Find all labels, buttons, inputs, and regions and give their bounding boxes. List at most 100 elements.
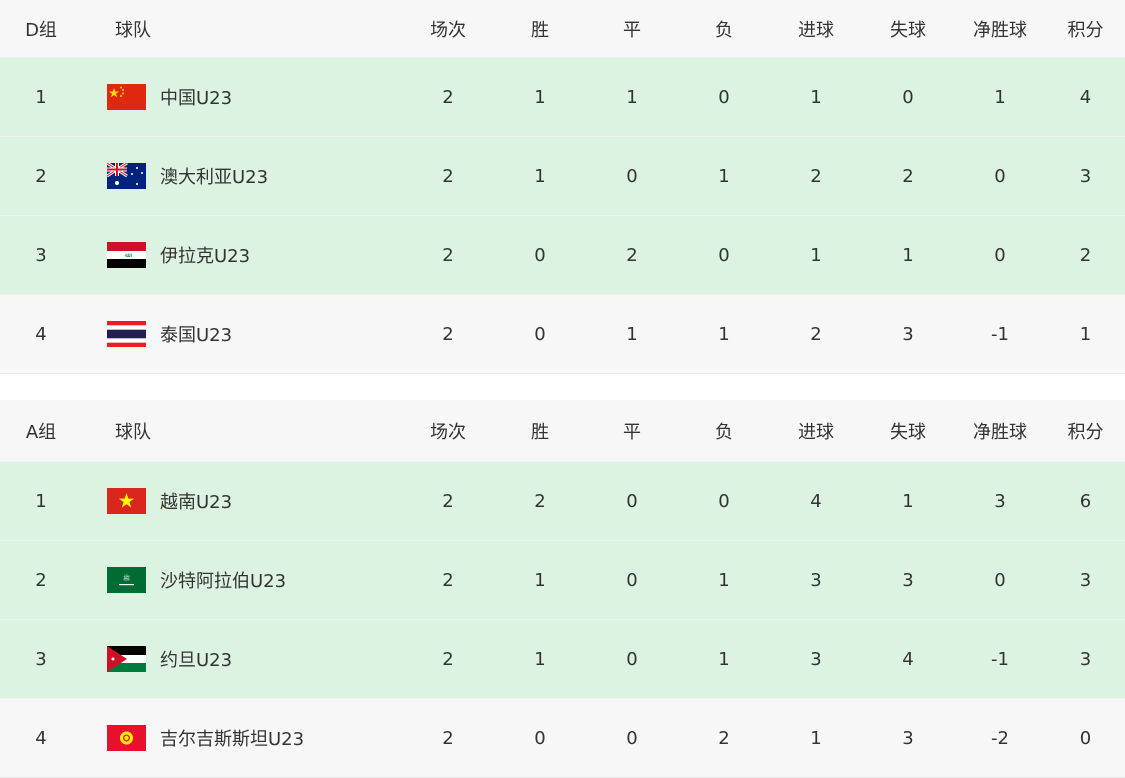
stat-cell: 1 bbox=[810, 86, 822, 108]
rank: 1 bbox=[35, 86, 47, 108]
column-header: 负 bbox=[715, 421, 733, 443]
stat-cell: 4 bbox=[902, 648, 914, 670]
stat-cell: 2 bbox=[626, 244, 638, 266]
china-flag-icon bbox=[107, 84, 146, 110]
team-name[interactable]: 吉尔吉斯斯坦U23 bbox=[160, 729, 305, 750]
table-row[interactable]: 4 吉尔吉斯斯坦U23 2 0 0 2 1 3 -2 0 bbox=[0, 699, 1125, 778]
team-name[interactable]: 约旦U23 bbox=[160, 650, 233, 671]
stat-cell: 1 bbox=[626, 86, 638, 108]
stat-cell: 3 bbox=[902, 323, 914, 345]
stat-cell: 0 bbox=[994, 244, 1006, 266]
group-name: A组 bbox=[25, 421, 57, 443]
vietnam-flag-icon bbox=[107, 488, 146, 514]
stat-cell: 6 bbox=[1079, 490, 1092, 512]
column-header: 场次 bbox=[430, 421, 466, 443]
column-header: 失球 bbox=[890, 19, 926, 41]
stat-cell: 1 bbox=[810, 244, 822, 266]
stat-cell: 2 bbox=[810, 165, 822, 187]
column-header: 胜 bbox=[531, 19, 549, 41]
stat-cell: 2 bbox=[442, 323, 454, 345]
team-cell[interactable]: ﷲ 伊拉克U23 bbox=[82, 242, 402, 268]
table-row[interactable]: 4 泰国U23 2 0 1 1 2 3 -1 1 bbox=[0, 295, 1125, 374]
team-name[interactable]: 沙特阿拉伯U23 bbox=[160, 571, 287, 592]
stat-cell: 1 bbox=[626, 323, 638, 345]
table-row[interactable]: 3 约旦U23 2 1 0 1 3 4 -1 3 bbox=[0, 620, 1125, 699]
stat-cell: 1 bbox=[534, 648, 546, 670]
group-name: D组 bbox=[25, 19, 57, 41]
stat-cell: 0 bbox=[718, 490, 730, 512]
stat-cell: 1 bbox=[718, 165, 730, 187]
stat-cell: 0 bbox=[994, 165, 1006, 187]
stat-cell: 1 bbox=[534, 569, 546, 591]
stat-cell: 0 bbox=[534, 323, 546, 345]
column-header: 净胜球 bbox=[973, 421, 1027, 443]
column-header: 平 bbox=[623, 19, 641, 41]
group-table: D组 球队 场次 胜 平 负 进球 失球 净胜球 积分 1 中国U23 2 1 1 0 1 0 1 4 2 澳大利亚U23… bbox=[0, 0, 1125, 374]
stat-cell: 2 bbox=[534, 490, 546, 512]
column-header: 平 bbox=[623, 421, 641, 443]
column-header: 球队 bbox=[115, 421, 151, 443]
jordan-flag-icon bbox=[107, 646, 146, 672]
stat-cell: -1 bbox=[991, 323, 1009, 345]
stat-cell: 4 bbox=[1079, 86, 1092, 108]
team-cell[interactable]: 中国U23 bbox=[82, 84, 402, 110]
stat-cell: 0 bbox=[626, 648, 638, 670]
stat-cell: 0 bbox=[1079, 727, 1092, 749]
stat-cell: 0 bbox=[902, 86, 914, 108]
rank: 4 bbox=[35, 323, 47, 345]
team-cell[interactable]: 吉尔吉斯斯坦U23 bbox=[82, 725, 402, 751]
stat-cell: 0 bbox=[626, 727, 638, 749]
stat-cell: 2 bbox=[718, 727, 730, 749]
rank: 3 bbox=[35, 244, 47, 266]
stat-cell: 2 bbox=[442, 244, 454, 266]
team-cell[interactable]: 澳大利亚U23 bbox=[82, 163, 402, 189]
team-name[interactable]: 伊拉克U23 bbox=[160, 246, 251, 267]
team-name[interactable]: 泰国U23 bbox=[160, 325, 233, 346]
team-cell[interactable]: 泰国U23 bbox=[82, 321, 402, 347]
table-row[interactable]: 2 ﷺ 沙特阿拉伯U23 2 1 0 1 3 3 0 3 bbox=[0, 541, 1125, 620]
column-header: 进球 bbox=[798, 421, 834, 443]
header-row: A组 球队 场次 胜 平 负 进球 失球 净胜球 积分 bbox=[0, 400, 1125, 462]
rank: 1 bbox=[35, 490, 47, 512]
stat-cell: 1 bbox=[902, 490, 914, 512]
kyrgyzstan-flag-icon bbox=[107, 725, 146, 751]
stat-cell: 1 bbox=[810, 727, 822, 749]
table-row[interactable]: 3 ﷲ 伊拉克U23 2 0 2 0 1 1 0 2 bbox=[0, 216, 1125, 295]
team-name[interactable]: 越南U23 bbox=[160, 492, 233, 513]
column-header: 球队 bbox=[115, 19, 151, 41]
stat-cell: 2 bbox=[442, 86, 454, 108]
rank: 2 bbox=[35, 569, 47, 591]
table-row[interactable]: 1 越南U23 2 2 0 0 4 1 3 6 bbox=[0, 462, 1125, 541]
table-row[interactable]: 1 中国U23 2 1 1 0 1 0 1 4 bbox=[0, 58, 1125, 137]
stat-cell: 2 bbox=[810, 323, 822, 345]
stat-cell: 1 bbox=[534, 86, 546, 108]
team-name[interactable]: 澳大利亚U23 bbox=[160, 167, 269, 188]
group-gap bbox=[0, 374, 1125, 400]
stat-cell: 0 bbox=[626, 490, 638, 512]
stat-cell: 2 bbox=[442, 569, 454, 591]
column-header: 进球 bbox=[798, 19, 834, 41]
stat-cell: 2 bbox=[442, 165, 454, 187]
stat-cell: 3 bbox=[1079, 569, 1092, 591]
header-row: D组 球队 场次 胜 平 负 进球 失球 净胜球 积分 bbox=[0, 0, 1125, 58]
table-row[interactable]: 2 澳大利亚U23 2 1 0 1 2 2 0 3 bbox=[0, 137, 1125, 216]
column-header: 胜 bbox=[531, 421, 549, 443]
team-cell[interactable]: ﷺ 沙特阿拉伯U23 bbox=[82, 567, 402, 593]
stat-cell: 3 bbox=[810, 648, 822, 670]
stat-cell: 3 bbox=[1079, 165, 1092, 187]
team-cell[interactable]: 约旦U23 bbox=[82, 646, 402, 672]
stat-cell: 3 bbox=[902, 569, 914, 591]
stat-cell: 1 bbox=[902, 244, 914, 266]
rank: 4 bbox=[35, 727, 47, 749]
team-cell[interactable]: 越南U23 bbox=[82, 488, 402, 514]
stat-cell: 4 bbox=[810, 490, 822, 512]
stat-cell: 1 bbox=[534, 165, 546, 187]
column-header: 积分 bbox=[1067, 421, 1104, 443]
stat-cell: 0 bbox=[534, 727, 546, 749]
svg-text:ﷲ: ﷲ bbox=[125, 252, 132, 259]
stat-cell: 1 bbox=[1079, 323, 1092, 345]
team-name[interactable]: 中国U23 bbox=[160, 88, 233, 109]
iraq-flag-icon: ﷲ bbox=[107, 242, 146, 268]
stat-cell: 1 bbox=[718, 569, 730, 591]
stat-cell: 0 bbox=[626, 569, 638, 591]
